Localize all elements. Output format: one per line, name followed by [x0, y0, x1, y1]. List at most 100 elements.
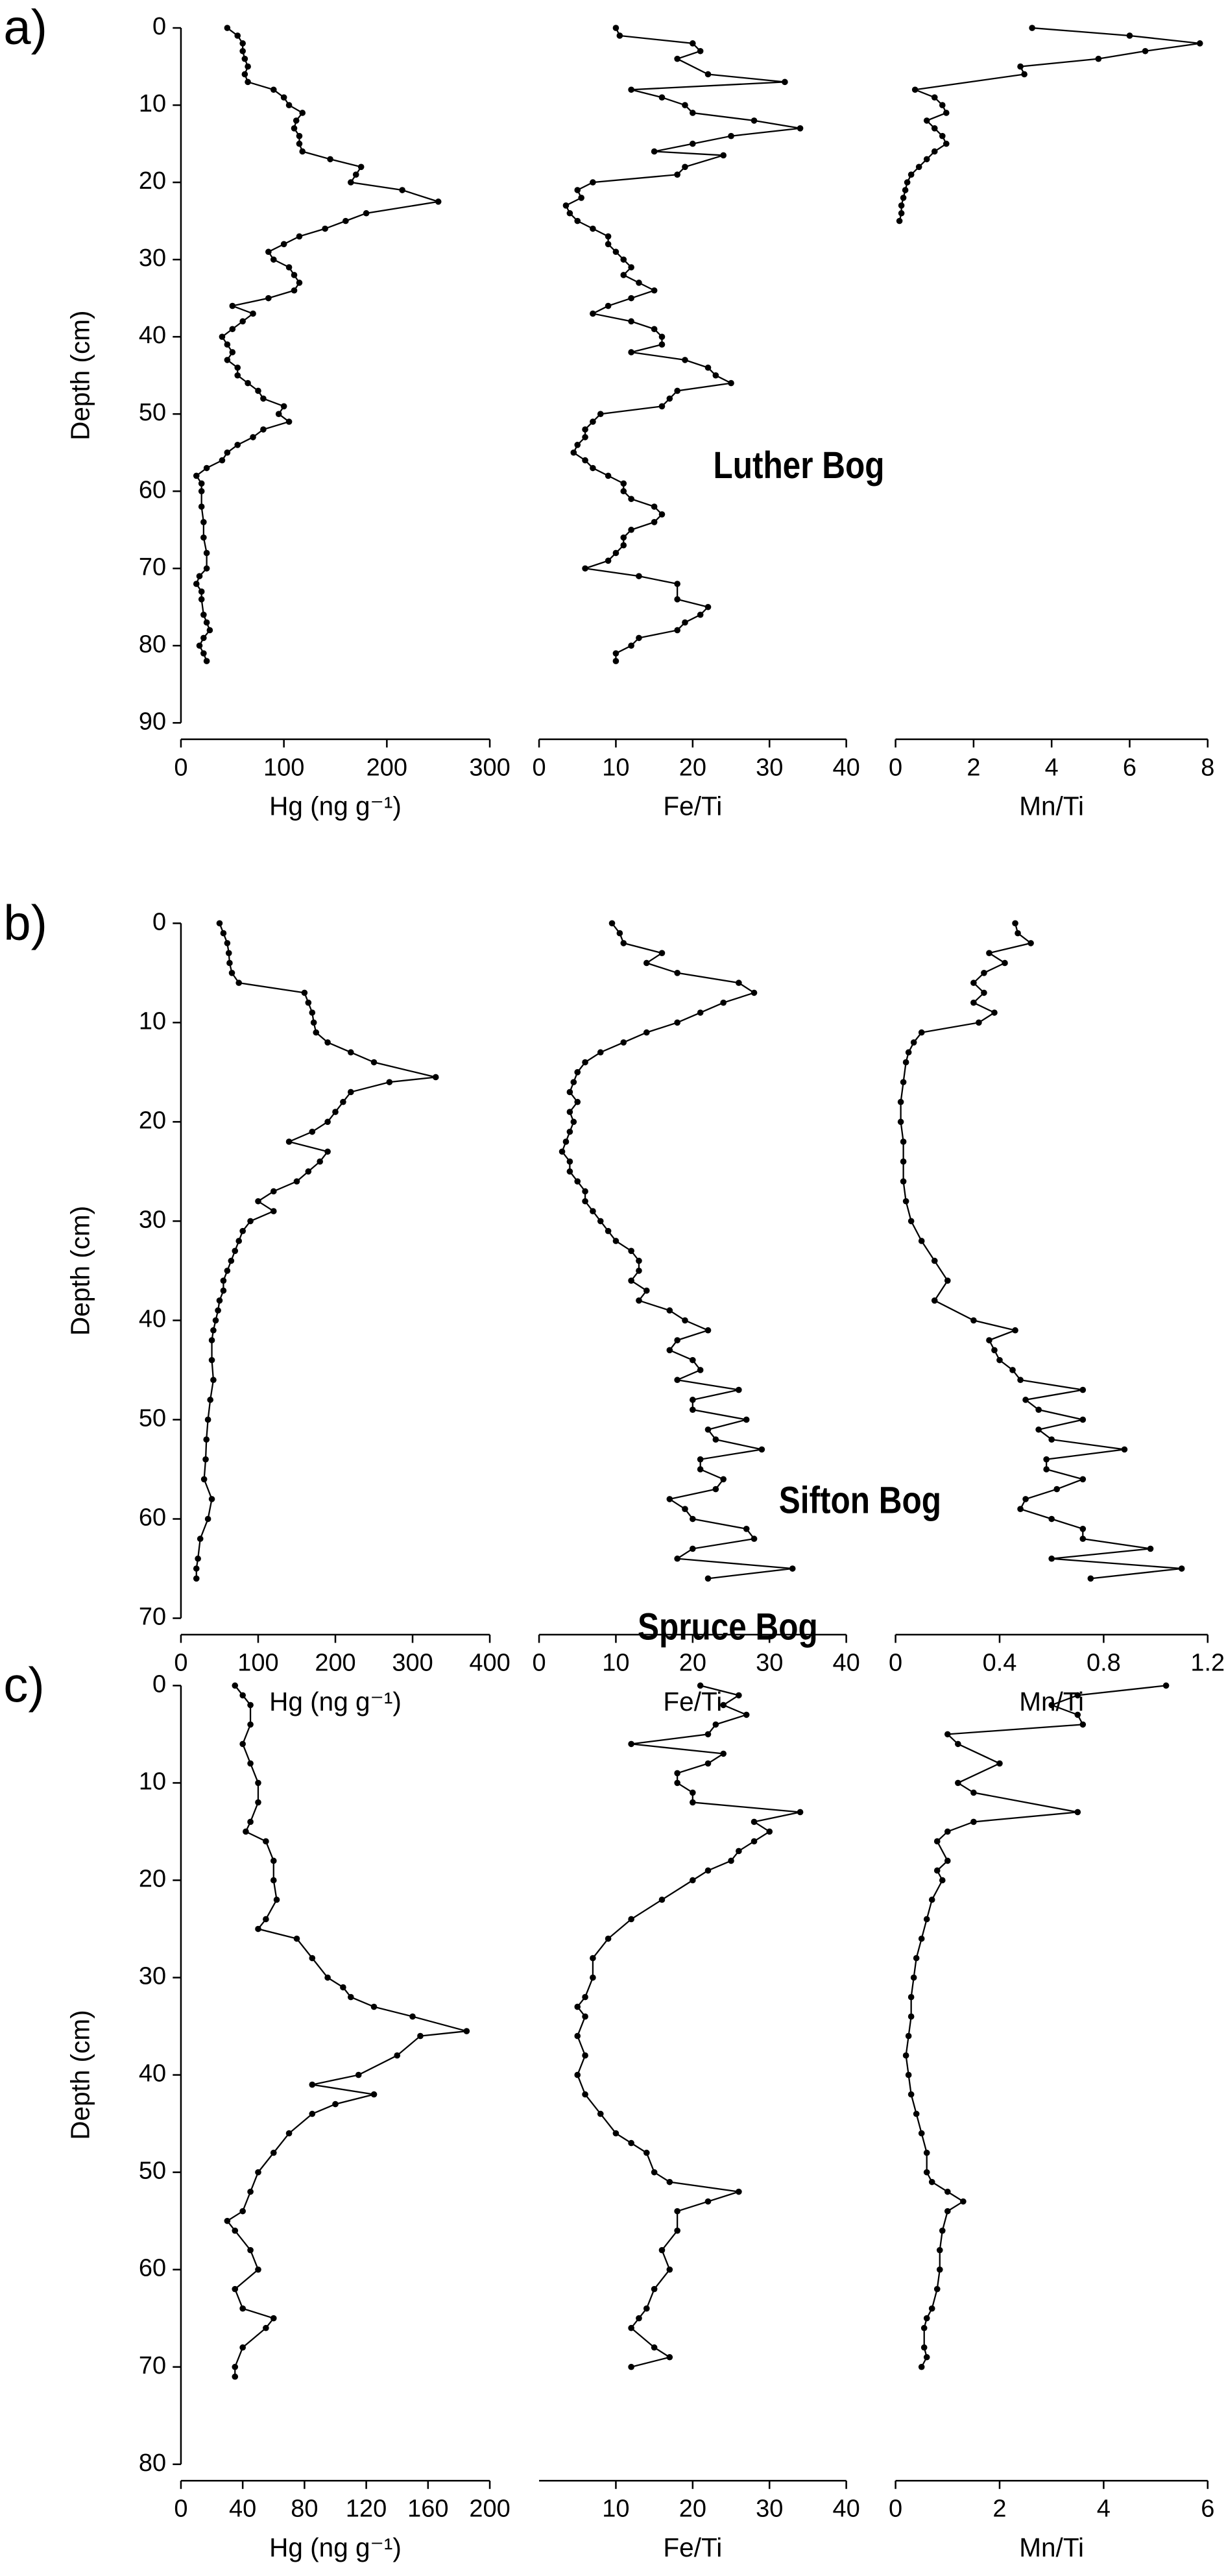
data-point: [1147, 1545, 1154, 1552]
data-point: [636, 634, 642, 642]
data-point: [996, 1760, 1003, 1767]
data-point: [574, 1098, 581, 1105]
y-tick-label: 80: [139, 631, 166, 658]
data-point: [193, 581, 200, 587]
data-point: [224, 940, 231, 946]
data-point: [270, 1857, 277, 1864]
data-point: [712, 372, 719, 379]
data-point: [751, 989, 758, 996]
data-point: [666, 2266, 673, 2273]
data-point: [597, 411, 604, 418]
data-point: [590, 179, 596, 186]
data-point: [270, 86, 277, 93]
data-point: [1121, 1446, 1128, 1453]
data-point: [228, 1257, 235, 1264]
data-point: [674, 969, 680, 976]
data-point: [293, 117, 300, 124]
data-point: [736, 1386, 742, 1393]
data-point: [324, 1039, 331, 1046]
data-point: [1035, 1406, 1042, 1413]
data-point: [206, 627, 213, 634]
data-point: [636, 1268, 642, 1274]
data-point: [900, 1178, 907, 1185]
data-point: [232, 2285, 239, 2293]
x-tick-label: 0: [174, 2496, 187, 2523]
y-tick-label: 60: [139, 1504, 166, 1532]
data-point: [704, 71, 712, 78]
data-point: [620, 940, 627, 946]
data-point: [219, 457, 226, 464]
y-tick-label: 40: [139, 2060, 166, 2088]
data-point: [327, 156, 333, 163]
data-point: [936, 2246, 943, 2254]
data-point: [690, 140, 696, 147]
data-point: [1021, 71, 1028, 78]
data-point: [900, 1079, 907, 1085]
data-point: [902, 2052, 909, 2059]
data-point: [939, 132, 946, 139]
data-point: [299, 110, 306, 116]
data-point: [666, 1347, 673, 1354]
data-point: [923, 2149, 930, 2156]
data-point: [690, 40, 696, 47]
data-point: [285, 418, 293, 425]
data-point: [250, 310, 256, 317]
data-point: [582, 565, 588, 572]
data-point: [674, 1555, 680, 1562]
data-point: [682, 619, 688, 626]
data-point: [620, 480, 627, 487]
data-point: [232, 2227, 239, 2234]
data-point: [704, 2198, 712, 2205]
data-point: [285, 2130, 293, 2137]
y-tick-label: 20: [139, 1866, 166, 1893]
profile-line: [905, 1685, 1166, 2368]
data-point: [247, 1760, 254, 1767]
data-point: [275, 411, 282, 418]
data-point: [643, 1287, 650, 1294]
data-point: [944, 2208, 951, 2215]
data-point: [1126, 32, 1133, 39]
data-point: [1017, 63, 1024, 70]
data-point: [301, 989, 308, 996]
data-point: [1162, 1682, 1170, 1689]
data-point: [928, 2178, 935, 2185]
data-point: [986, 1337, 992, 1343]
data-point: [674, 1377, 680, 1384]
y-tick-label: 30: [139, 245, 166, 272]
y-tick-label: 70: [139, 2352, 166, 2379]
data-point: [944, 2188, 951, 2195]
data-point: [712, 1721, 719, 1728]
data-point: [590, 310, 596, 317]
data-point: [566, 210, 573, 217]
data-point: [628, 496, 634, 502]
data-point: [682, 102, 688, 108]
data-point: [651, 2344, 658, 2351]
data-point: [270, 256, 277, 263]
data-point: [324, 1974, 331, 1981]
data-point: [322, 225, 328, 232]
data-point: [202, 1456, 209, 1463]
data-point: [923, 1916, 930, 1923]
data-point: [944, 1857, 951, 1864]
data-point: [704, 1575, 712, 1582]
data-point: [590, 464, 596, 472]
data-point: [247, 1721, 254, 1728]
data-point: [225, 950, 232, 957]
y-tick-label: 0: [152, 1670, 166, 1698]
data-point: [305, 999, 312, 1006]
data-point: [628, 86, 634, 93]
data-point: [743, 1525, 750, 1532]
data-point: [674, 581, 680, 587]
data-point: [782, 78, 788, 86]
x-tick-label: 6: [1123, 754, 1136, 781]
data-point: [674, 627, 680, 634]
y-tick-label: 60: [139, 2255, 166, 2282]
x-tick-label: 160: [407, 2496, 448, 2523]
data-point: [255, 1779, 261, 1787]
x-axis-label: Mn/Ti: [1019, 1687, 1084, 1716]
data-point: [1043, 1466, 1050, 1473]
data-point: [616, 32, 623, 39]
data-point: [562, 202, 570, 209]
data-point: [720, 999, 727, 1006]
